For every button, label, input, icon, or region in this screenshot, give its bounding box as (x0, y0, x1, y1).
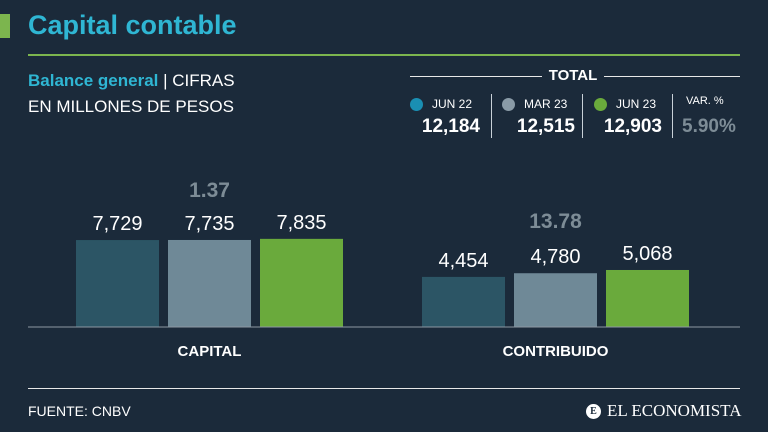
bar-capital-2 (168, 239, 251, 327)
brand-logo: E EL ECONOMISTA (586, 401, 741, 421)
total-value-jun22: 12,184 (421, 116, 480, 137)
title-divider (28, 54, 740, 56)
title-accent-bar (0, 14, 10, 38)
bar-value-label: 7,835 (276, 212, 326, 234)
legend-dot (594, 97, 607, 111)
legend-dot (410, 97, 423, 111)
bar-capital-1 (76, 240, 159, 327)
bar-value-label: 7,735 (184, 213, 234, 235)
total-label: TOTAL (548, 67, 598, 84)
bar-capital-3 (260, 238, 343, 327)
variation-label: 1.37 (189, 179, 230, 202)
variation-label: VAR. % (686, 95, 724, 107)
total-rule-left (410, 76, 542, 77)
legend-item-jun22: JUN 22 (410, 94, 472, 114)
page-title: Capital contable (28, 10, 237, 40)
bar-value-label: 4,780 (530, 246, 580, 268)
bar-contribuido-2 (514, 273, 597, 327)
subtitle-rest: | CIFRAS (158, 71, 235, 90)
bar-contribuido-1 (422, 276, 505, 327)
legend-label: JUN 23 (616, 97, 657, 111)
total-separator (582, 94, 583, 138)
legend-item-jun23: JUN 23 (594, 94, 656, 114)
legend-item-mar23: MAR 23 (502, 94, 567, 114)
total-rule-right (604, 76, 740, 77)
legend-label: JUN 22 (432, 97, 473, 111)
bar-chart: 7,729 7,735 7,835 1.37 CAPITAL 4,454 4,780 5,06… (28, 179, 740, 360)
bar-value-label: 5,068 (622, 243, 672, 265)
source-note: FUENTE: CNBV (28, 403, 131, 419)
footer-divider (28, 388, 740, 389)
subtitle-strong: Balance general (28, 71, 159, 90)
total-value-mar23: 12,515 (516, 116, 575, 137)
bar-contribuido-3 (606, 269, 689, 327)
bar-value-label: 4,454 (438, 250, 488, 272)
total-value-jun23: 12,903 (603, 116, 662, 137)
subtitle: Balance general | CIFRAS EN MILLONES DE … (28, 68, 348, 120)
total-separator (672, 94, 673, 138)
legend-dot (502, 97, 515, 111)
subtitle-line2: EN MILLONES DE PESOS (28, 97, 234, 116)
variation-value: 5.90% (682, 116, 736, 137)
brand-mark-icon: E (586, 403, 601, 419)
category-label: CONTRIBUIDO (503, 343, 609, 360)
bar-value-label: 7,729 (92, 213, 142, 235)
total-separator (491, 94, 492, 138)
legend-label: MAR 23 (524, 97, 568, 111)
category-label: CAPITAL (178, 343, 242, 360)
variation-label: 13.78 (529, 210, 582, 233)
brand-name: EL ECONOMISTA (607, 401, 742, 420)
